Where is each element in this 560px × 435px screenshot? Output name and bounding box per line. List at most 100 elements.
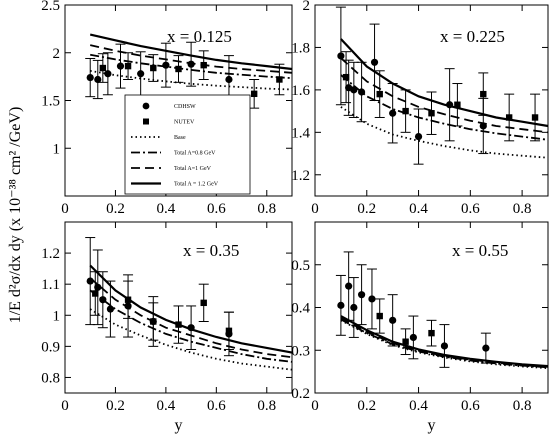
point-nutev <box>376 90 383 98</box>
point-nutev <box>200 299 207 307</box>
point-cdhsw <box>337 301 345 309</box>
x-tick-label: 0 <box>61 398 69 414</box>
point-cdhsw <box>345 282 353 290</box>
point-nutev <box>342 73 350 81</box>
point-nutev <box>250 90 258 98</box>
x-tick-label: 0.8 <box>513 398 532 414</box>
panel-x-0225: x = 0.225 0 0.2 0.4 0.6 0.8 1.2 1.4 1.6 1.8 2 <box>291 0 549 217</box>
point-cdhsw <box>358 88 366 96</box>
y-tick-label: 1 <box>53 308 61 324</box>
x-tick-label: 0.2 <box>357 398 376 414</box>
point-cdhsw <box>368 295 376 303</box>
panel-annotation: x = 0.55 <box>452 241 508 260</box>
y-tick-label: 1.1 <box>41 277 60 293</box>
y-tick-label: 1.8 <box>291 40 310 56</box>
panel-x-035: x = 0.35 0 0.2 0.4 0.6 0.8 0.8 0.9 1 1.1 1.2 y <box>41 221 293 434</box>
point-cdhsw <box>162 61 170 69</box>
panel-annotation: x = 0.125 <box>167 27 232 46</box>
legend-symbol <box>143 118 149 125</box>
point-nutev <box>505 114 513 121</box>
x-tick-label: 0.2 <box>106 398 125 414</box>
y-tick-label: 1.4 <box>291 125 310 141</box>
y-axis-title: 1/E d²σ/dx dy (x 10⁻³⁸ cm² /GeV) <box>7 107 24 324</box>
legend: CDHSW NUTEV Base Total A=0.8 GeV Total A=1 G… <box>124 94 251 195</box>
y-tick-label: 2 <box>303 0 311 14</box>
point-cdhsw <box>225 75 233 84</box>
point-cdhsw <box>358 291 366 299</box>
y-tick-label: 0.2 <box>291 386 310 402</box>
x-tick-label: 0.2 <box>106 201 125 217</box>
x-axis-title: y <box>428 417 436 434</box>
point-nutev <box>531 114 539 121</box>
legend-symbol <box>142 102 150 110</box>
point-cdhsw <box>187 60 195 68</box>
point-nutev <box>150 318 157 325</box>
point-nutev <box>175 321 182 328</box>
point-nutev <box>175 65 182 73</box>
x-tick-label: 0.2 <box>357 201 376 217</box>
point-nutev <box>200 61 207 69</box>
point-cdhsw <box>116 62 125 70</box>
point-nutev <box>225 327 233 335</box>
y-tick-label: 1 <box>53 141 61 157</box>
plot-frame <box>64 221 293 394</box>
x-tick-label: 0.6 <box>207 398 226 414</box>
legend-entry: Total A=1 GeV <box>174 166 212 172</box>
plot-frame <box>314 4 549 197</box>
point-cdhsw <box>337 52 345 60</box>
point-nutev <box>124 296 132 303</box>
curve-total-a-0-8-gev <box>340 74 549 141</box>
point-nutev <box>428 110 435 117</box>
x-tick-label: 0.8 <box>257 201 276 217</box>
point-cdhsw <box>389 316 397 324</box>
point-cdhsw <box>86 277 94 285</box>
legend-box <box>124 94 251 195</box>
x-tick-label: 0.6 <box>461 201 480 217</box>
point-nutev <box>454 101 461 108</box>
y-tick-label: 1.2 <box>41 246 60 262</box>
point-nutev <box>480 90 487 98</box>
x-tick-label: 0.8 <box>513 201 532 217</box>
y-tick-label: 0.4 <box>291 301 310 317</box>
y-tick-label: 0.8 <box>41 370 60 386</box>
legend-entry: Base <box>174 135 186 141</box>
point-cdhsw <box>86 73 94 82</box>
point-nutev <box>428 329 435 337</box>
point-nutev <box>99 64 107 72</box>
point-cdhsw <box>187 324 195 332</box>
legend-entry: NUTEV <box>174 120 195 126</box>
x-tick-label: 0.4 <box>157 398 176 414</box>
point-cdhsw <box>350 86 358 94</box>
y-tick-label: 1.6 <box>291 83 310 99</box>
x-tick-label: 0.4 <box>409 201 428 217</box>
x-tick-label: 0.8 <box>257 398 276 414</box>
legend-entry: Total A = 1.2 GeV <box>174 182 219 188</box>
curve-total-a-1-gev <box>340 57 549 134</box>
point-nutev <box>376 312 383 320</box>
panel-annotation: x = 0.225 <box>440 27 505 46</box>
legend-entry: Total A=0.8 GeV <box>174 151 216 157</box>
point-nutev <box>402 338 409 345</box>
legend-entry: CDHSW <box>174 104 196 110</box>
point-cdhsw <box>94 75 102 84</box>
point-cdhsw <box>446 101 454 109</box>
y-tick-label: 2.5 <box>41 0 60 14</box>
point-cdhsw <box>104 70 112 78</box>
y-tick-label: 1.5 <box>41 94 60 110</box>
x-tick-label: 0.6 <box>207 201 226 217</box>
x-tick-label: 0.6 <box>461 398 480 414</box>
point-cdhsw <box>414 132 423 141</box>
panel-x-055: x = 0.55 0 0.2 0.4 0.6 0.80.20.30.40.5y <box>291 221 549 434</box>
x-axis-title: y <box>175 417 183 434</box>
point-cdhsw <box>99 296 107 304</box>
y-tick-label: 0.3 <box>291 343 310 359</box>
curve-base <box>340 319 549 370</box>
point-nutev <box>402 107 409 115</box>
point-cdhsw <box>370 58 379 66</box>
point-cdhsw <box>106 305 114 313</box>
point-cdhsw <box>350 303 358 312</box>
point-cdhsw <box>94 283 102 291</box>
point-nutev <box>124 62 132 70</box>
x-tick-label: 0.4 <box>157 201 176 217</box>
